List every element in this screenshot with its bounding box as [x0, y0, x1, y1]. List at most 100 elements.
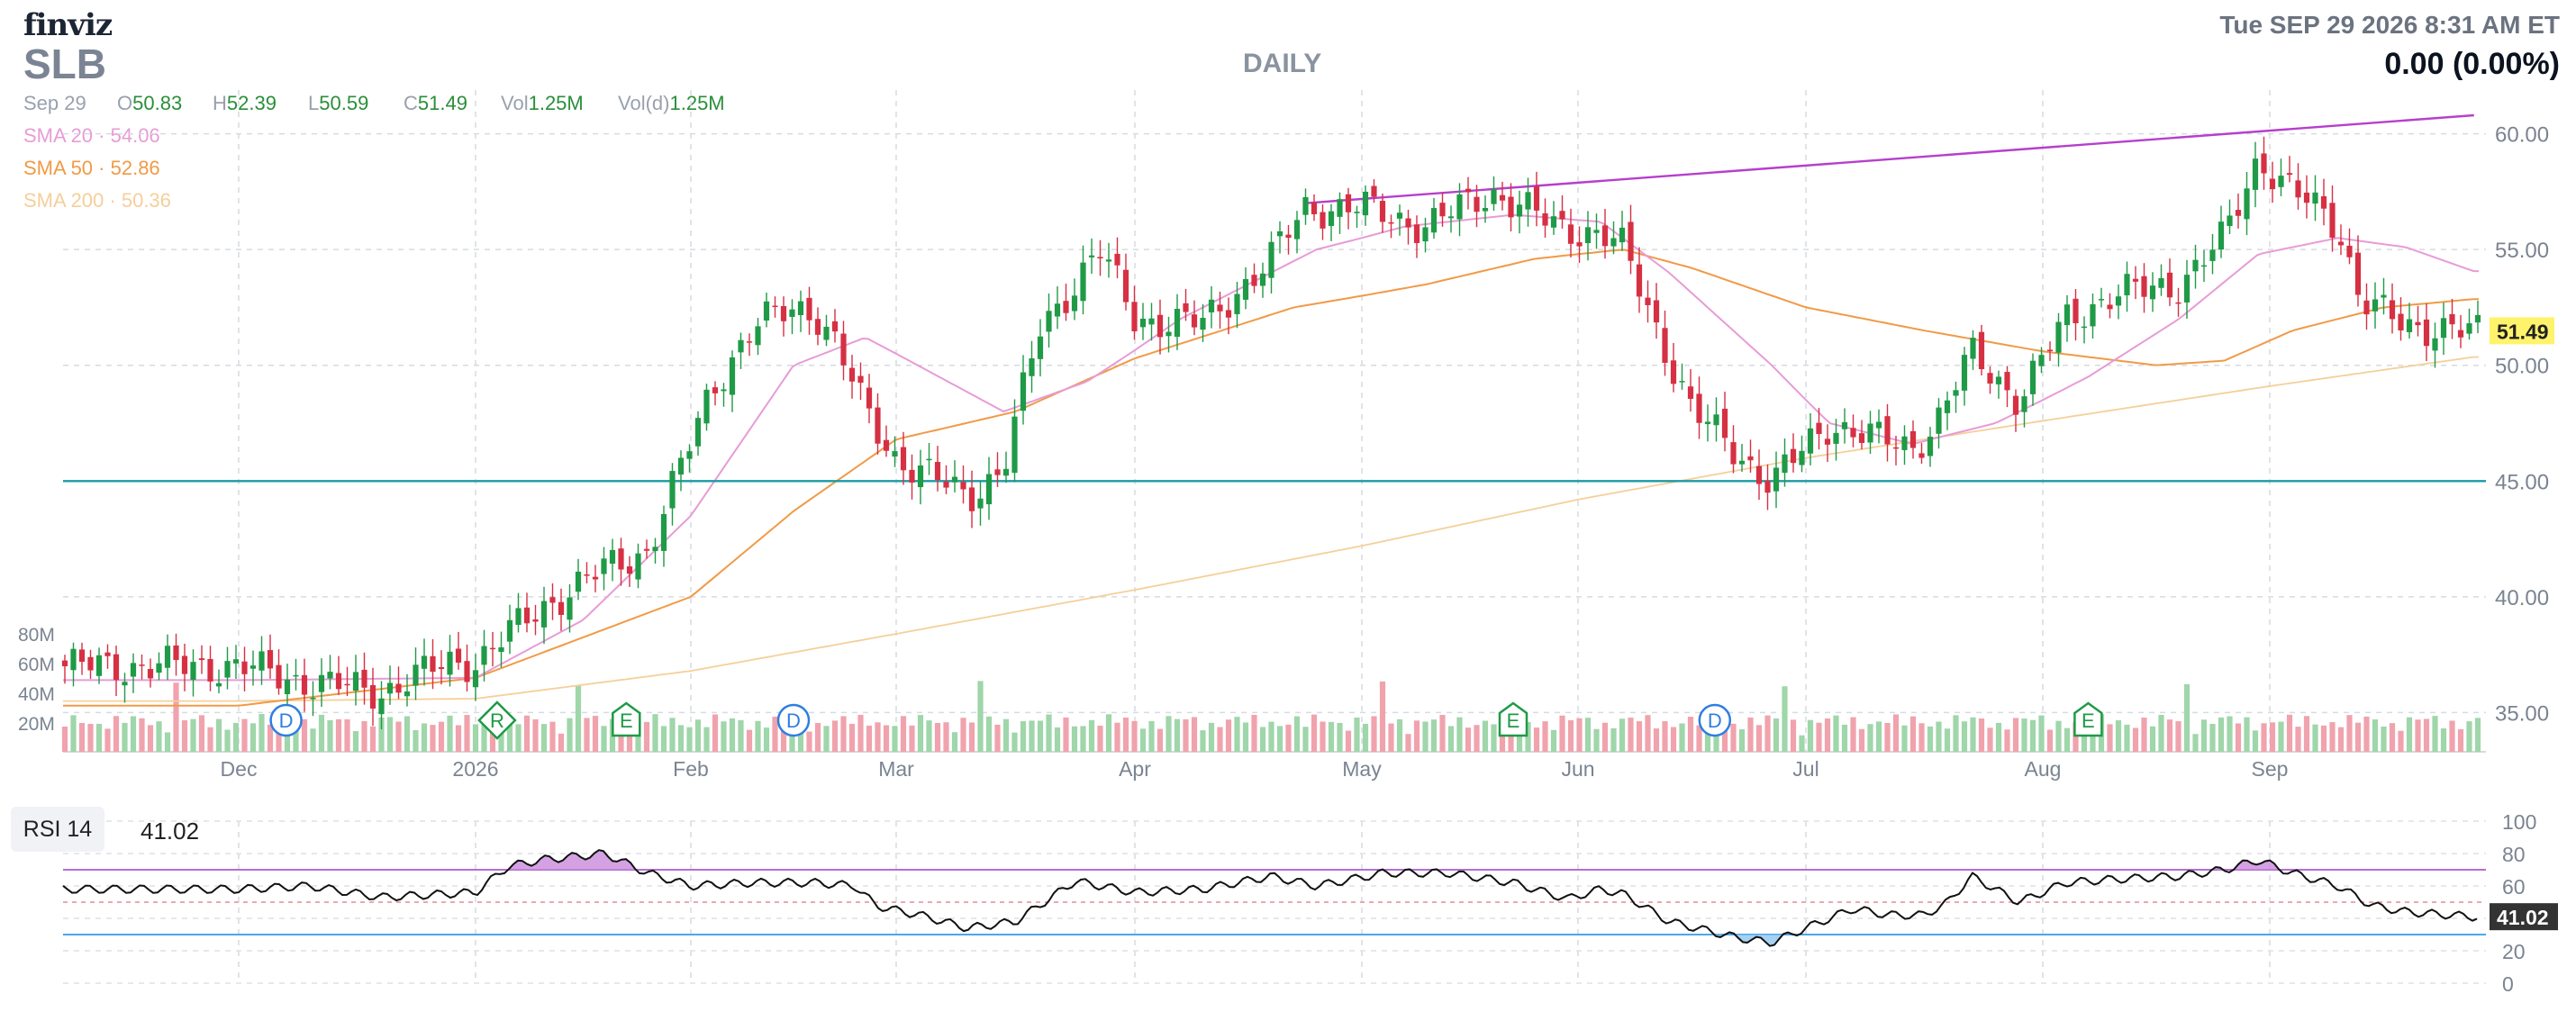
candle-down [361, 669, 367, 688]
volume-bar [1131, 720, 1138, 752]
volume-bar [780, 718, 787, 752]
volume-bar [1533, 727, 1540, 752]
volume-bar [215, 718, 222, 752]
candle-up [635, 553, 641, 580]
candle-down [1413, 224, 1420, 243]
volume-bar [1816, 722, 1822, 752]
volume-bar [173, 682, 179, 752]
volume-bar [1276, 726, 1283, 752]
volume-bar [532, 718, 539, 752]
candle-down [1371, 185, 1377, 197]
volume-bar [1636, 721, 1643, 752]
volume-bar [430, 725, 436, 752]
volume-bar [2415, 719, 2421, 752]
volume-bar [1354, 717, 1360, 752]
candle-down [1567, 224, 1574, 244]
volume-bar [626, 721, 633, 752]
candle-up [677, 457, 685, 475]
volume-bar [1217, 727, 1223, 752]
volume-bar [763, 727, 770, 752]
candle-down [592, 576, 599, 580]
volume-bar [755, 720, 761, 752]
volume-bar [1970, 717, 1976, 752]
candle-down [1721, 408, 1728, 438]
candle-down [1747, 456, 1754, 461]
candle-up [2124, 274, 2130, 295]
volume-bar [1782, 686, 1788, 752]
candle-up [378, 698, 385, 715]
volume-bar [2457, 728, 2464, 752]
candle-up [1166, 331, 1172, 337]
candle-up [1208, 299, 1215, 312]
sma50-line [63, 248, 2479, 707]
candle-up [515, 608, 522, 626]
volume-bar [489, 724, 496, 752]
candle-up [2200, 265, 2208, 267]
volume-bar [2286, 714, 2293, 752]
candle-up [1046, 311, 1052, 332]
volume-bar [558, 733, 565, 752]
volume-bar [1208, 722, 1215, 752]
rsi-chart: 10080604020041.02 [62, 810, 2558, 996]
volume-bar [823, 726, 830, 752]
rsi-indicator-label[interactable]: RSI 14 [11, 807, 104, 852]
volume-bar [70, 715, 77, 752]
event-letter: E [2082, 709, 2095, 732]
volume-bar [1918, 723, 1925, 752]
volume-bar [2244, 717, 2250, 752]
candle-up [660, 513, 667, 551]
volume-tick-label: 20M [18, 714, 55, 735]
price-tag: 51.49 [2497, 320, 2549, 343]
volume-bar [549, 721, 556, 752]
volume-bar [1567, 719, 1574, 752]
candle-down [1156, 314, 1164, 338]
candle-down [2295, 180, 2301, 198]
candle-down [267, 650, 274, 669]
candle-up [352, 672, 359, 691]
volume-bar [1841, 724, 1848, 752]
candle-up [1354, 212, 1360, 213]
volume-bar [1679, 723, 1685, 752]
candle-down [2337, 241, 2345, 246]
candle-down [455, 648, 462, 663]
candle-down [1790, 448, 1797, 464]
candle-down [1824, 438, 1831, 445]
volume-bar [2200, 719, 2208, 752]
candle-up [1841, 421, 1848, 429]
dividend-marker [776, 703, 811, 737]
candle-up [215, 682, 222, 687]
candle-down [1465, 188, 1472, 193]
volume-bar [1901, 725, 1908, 752]
volume-bar [1345, 730, 1352, 752]
volume-bar [506, 716, 513, 752]
finviz-logo[interactable]: finviz [23, 7, 113, 43]
volume-bar [831, 720, 839, 752]
candle-down [2175, 302, 2181, 304]
volume-bar [2115, 720, 2122, 752]
volume-bar [2149, 726, 2156, 752]
candle-down [276, 664, 282, 689]
volume-bar [2183, 683, 2191, 752]
candle-up [2466, 323, 2472, 334]
candle-down [532, 619, 539, 622]
volume-bar [1413, 720, 1420, 752]
volume-bar [1430, 719, 1438, 752]
volume-bar [95, 723, 103, 752]
candle-up [1293, 220, 1301, 239]
volume-bar [249, 723, 257, 752]
volume-bar [1601, 722, 1609, 752]
candle-down [1884, 416, 1891, 445]
candle-down [2423, 319, 2430, 347]
candle-down [1508, 196, 1514, 218]
volume-bar [1139, 728, 1147, 752]
candle-down [2354, 252, 2362, 295]
candle-down [1063, 301, 1069, 313]
volume-bar [2055, 720, 2062, 752]
candle-up [122, 682, 128, 686]
volume-bar [900, 716, 907, 752]
volume-bar [2046, 729, 2054, 752]
rsi-oversold-fill [63, 935, 2477, 946]
candle-up [1037, 336, 1044, 359]
candle-down [814, 319, 821, 335]
